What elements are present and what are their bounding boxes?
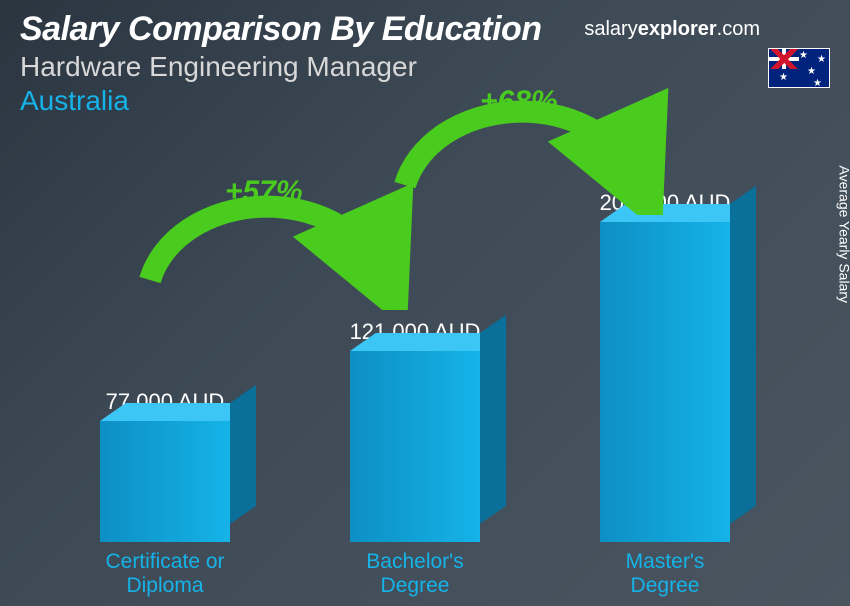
bar-chart: 77,000 AUD Certificate orDiploma 121,000… bbox=[40, 136, 790, 606]
bar-category-label: Certificate orDiploma bbox=[105, 550, 224, 606]
brand-part-1: salary bbox=[584, 18, 637, 40]
bar-side-face bbox=[480, 315, 506, 524]
bar-group: 203,000 AUD Master'sDegree bbox=[575, 190, 755, 606]
bar-group: 77,000 AUD Certificate orDiploma bbox=[75, 389, 255, 606]
brand-part-3: .com bbox=[717, 18, 760, 40]
y-axis-label: Average Yearly Salary bbox=[836, 166, 850, 304]
growth-percent-label: +57% bbox=[225, 175, 303, 209]
bar-3d bbox=[100, 421, 230, 542]
chart-subtitle: Hardware Engineering Manager bbox=[20, 51, 830, 83]
bar-3d bbox=[350, 351, 480, 542]
bar-group: 121,000 AUD Bachelor'sDegree bbox=[325, 319, 505, 606]
bar-front-face bbox=[100, 421, 230, 542]
growth-percent-label: +68% bbox=[480, 85, 558, 119]
chart-country: Australia bbox=[20, 85, 830, 117]
bar-front-face bbox=[600, 222, 730, 542]
bar-side-face bbox=[230, 385, 256, 524]
brand-logo: salaryexplorer.com bbox=[584, 18, 760, 41]
bar-3d bbox=[600, 222, 730, 542]
bar-category-label: Bachelor'sDegree bbox=[366, 550, 463, 606]
bar-side-face bbox=[730, 186, 756, 524]
brand-part-2: explorer bbox=[638, 18, 717, 40]
australia-flag-icon bbox=[768, 48, 830, 88]
bar-category-label: Master'sDegree bbox=[626, 550, 705, 606]
bar-front-face bbox=[350, 351, 480, 542]
